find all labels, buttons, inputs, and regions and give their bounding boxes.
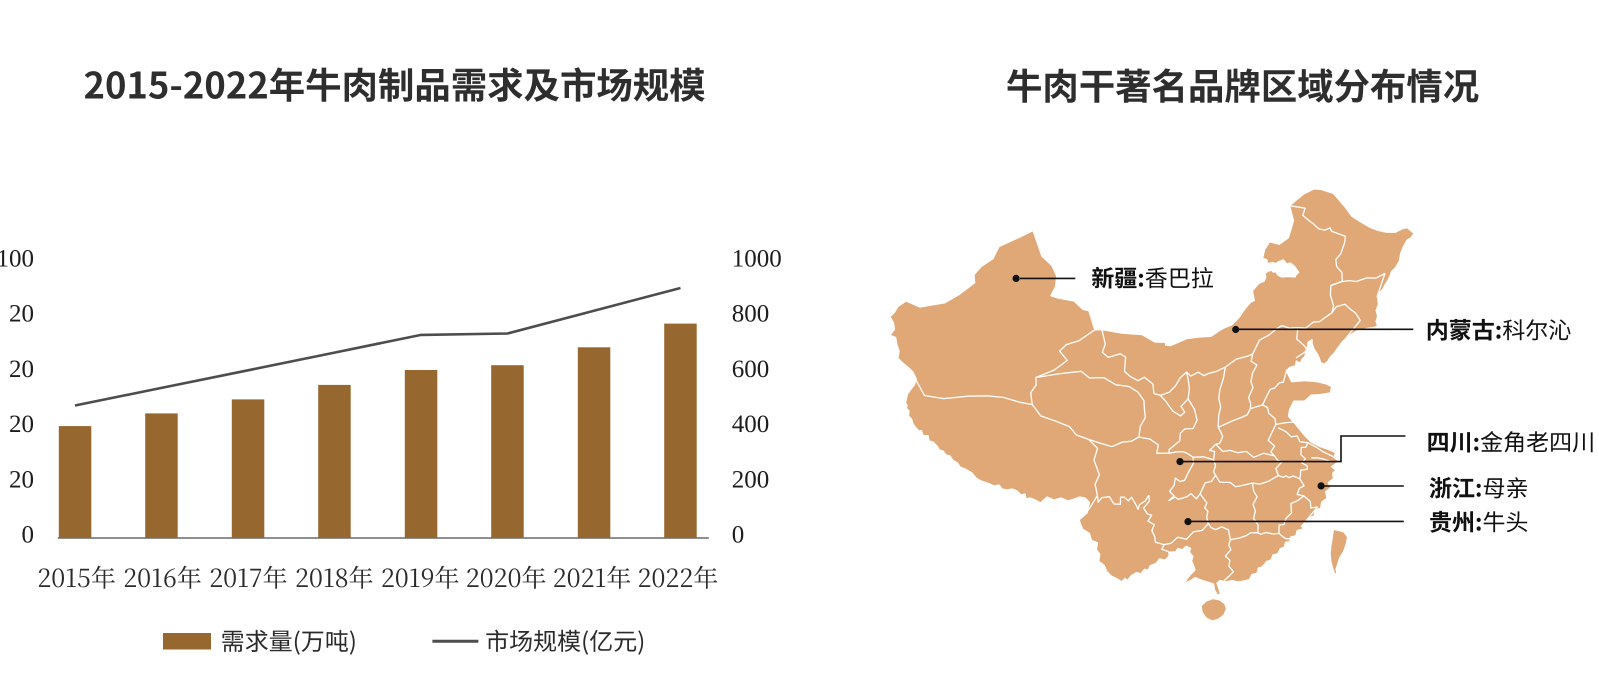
svg-text:100: 100 (0, 245, 34, 272)
svg-text:20: 20 (9, 411, 34, 438)
svg-text:0: 0 (732, 522, 745, 549)
svg-text:20: 20 (9, 466, 34, 493)
svg-text:400: 400 (732, 411, 770, 438)
svg-text:20: 20 (9, 356, 34, 383)
svg-text:20: 20 (9, 301, 34, 328)
svg-text:200: 200 (732, 466, 770, 493)
svg-text:1000: 1000 (732, 245, 782, 272)
svg-text:800: 800 (732, 301, 770, 328)
svg-text:0: 0 (22, 522, 35, 549)
svg-text:600: 600 (732, 356, 770, 383)
